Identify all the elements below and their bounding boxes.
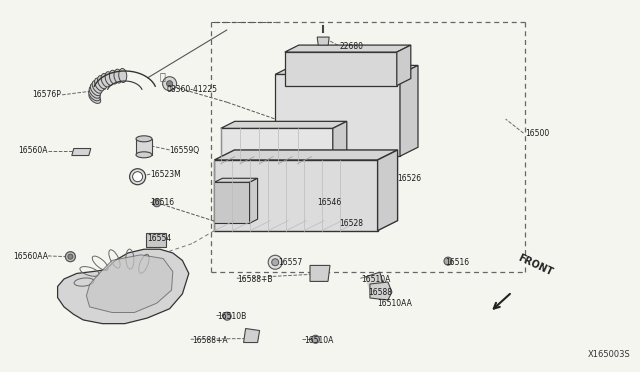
Text: 16559Q: 16559Q	[170, 146, 200, 155]
Polygon shape	[214, 150, 397, 160]
Polygon shape	[333, 121, 347, 164]
Polygon shape	[86, 255, 173, 312]
Circle shape	[153, 199, 161, 207]
Polygon shape	[365, 272, 383, 291]
Circle shape	[272, 259, 278, 266]
Text: 16523M: 16523M	[150, 170, 181, 179]
Polygon shape	[378, 150, 397, 231]
Polygon shape	[221, 128, 333, 164]
Circle shape	[68, 254, 73, 259]
Circle shape	[223, 312, 231, 320]
Ellipse shape	[89, 86, 100, 98]
Text: 16510A: 16510A	[362, 275, 391, 283]
Circle shape	[444, 257, 452, 265]
Polygon shape	[146, 233, 166, 247]
Text: 16500: 16500	[525, 129, 549, 138]
Circle shape	[132, 172, 143, 182]
Ellipse shape	[105, 72, 114, 85]
Polygon shape	[370, 282, 392, 300]
Circle shape	[129, 169, 146, 185]
Text: 16510A: 16510A	[304, 336, 333, 345]
Text: 16528: 16528	[339, 219, 364, 228]
Polygon shape	[214, 178, 258, 182]
Polygon shape	[285, 52, 397, 86]
Circle shape	[65, 252, 76, 262]
Polygon shape	[310, 265, 330, 282]
Polygon shape	[58, 249, 189, 324]
Circle shape	[312, 335, 319, 343]
Text: 16588: 16588	[368, 288, 392, 296]
Polygon shape	[397, 45, 411, 86]
Ellipse shape	[118, 68, 127, 83]
Text: 16526: 16526	[397, 174, 421, 183]
Ellipse shape	[136, 152, 152, 158]
Ellipse shape	[90, 84, 101, 96]
Polygon shape	[244, 328, 260, 343]
Polygon shape	[400, 65, 418, 156]
Ellipse shape	[98, 76, 107, 89]
Text: 16560A: 16560A	[19, 146, 48, 155]
Circle shape	[268, 255, 282, 269]
Polygon shape	[72, 148, 91, 155]
Circle shape	[163, 77, 177, 91]
Text: Ⓢ: Ⓢ	[159, 71, 166, 81]
Polygon shape	[275, 65, 418, 74]
Text: 16554: 16554	[147, 234, 172, 243]
Polygon shape	[214, 182, 250, 223]
Ellipse shape	[109, 70, 118, 84]
Polygon shape	[275, 74, 400, 156]
Text: 16588+A: 16588+A	[192, 336, 228, 345]
Text: 22680: 22680	[339, 42, 364, 51]
Circle shape	[166, 81, 173, 87]
Ellipse shape	[92, 81, 102, 93]
Text: X165003S: X165003S	[588, 350, 630, 359]
Ellipse shape	[89, 93, 100, 103]
Ellipse shape	[114, 69, 122, 83]
Text: 16560AA: 16560AA	[13, 252, 48, 261]
Polygon shape	[317, 37, 329, 45]
Text: 16510AA: 16510AA	[378, 299, 412, 308]
Text: 16557: 16557	[278, 258, 303, 267]
Ellipse shape	[101, 74, 110, 87]
Text: 16516: 16516	[445, 258, 469, 267]
Ellipse shape	[89, 89, 100, 101]
Text: 16588+B: 16588+B	[237, 275, 272, 283]
Polygon shape	[285, 45, 411, 52]
Ellipse shape	[136, 136, 152, 142]
Text: FRONT: FRONT	[516, 253, 554, 278]
Polygon shape	[221, 121, 347, 128]
Ellipse shape	[95, 78, 104, 91]
Text: 16576P: 16576P	[32, 90, 61, 99]
Text: 16546: 16546	[317, 198, 341, 207]
Polygon shape	[250, 178, 258, 223]
Text: 16516: 16516	[150, 198, 175, 207]
Text: 08360-41225: 08360-41225	[166, 85, 218, 94]
Polygon shape	[214, 160, 378, 231]
Polygon shape	[136, 139, 152, 155]
Text: 16510B: 16510B	[218, 312, 247, 321]
